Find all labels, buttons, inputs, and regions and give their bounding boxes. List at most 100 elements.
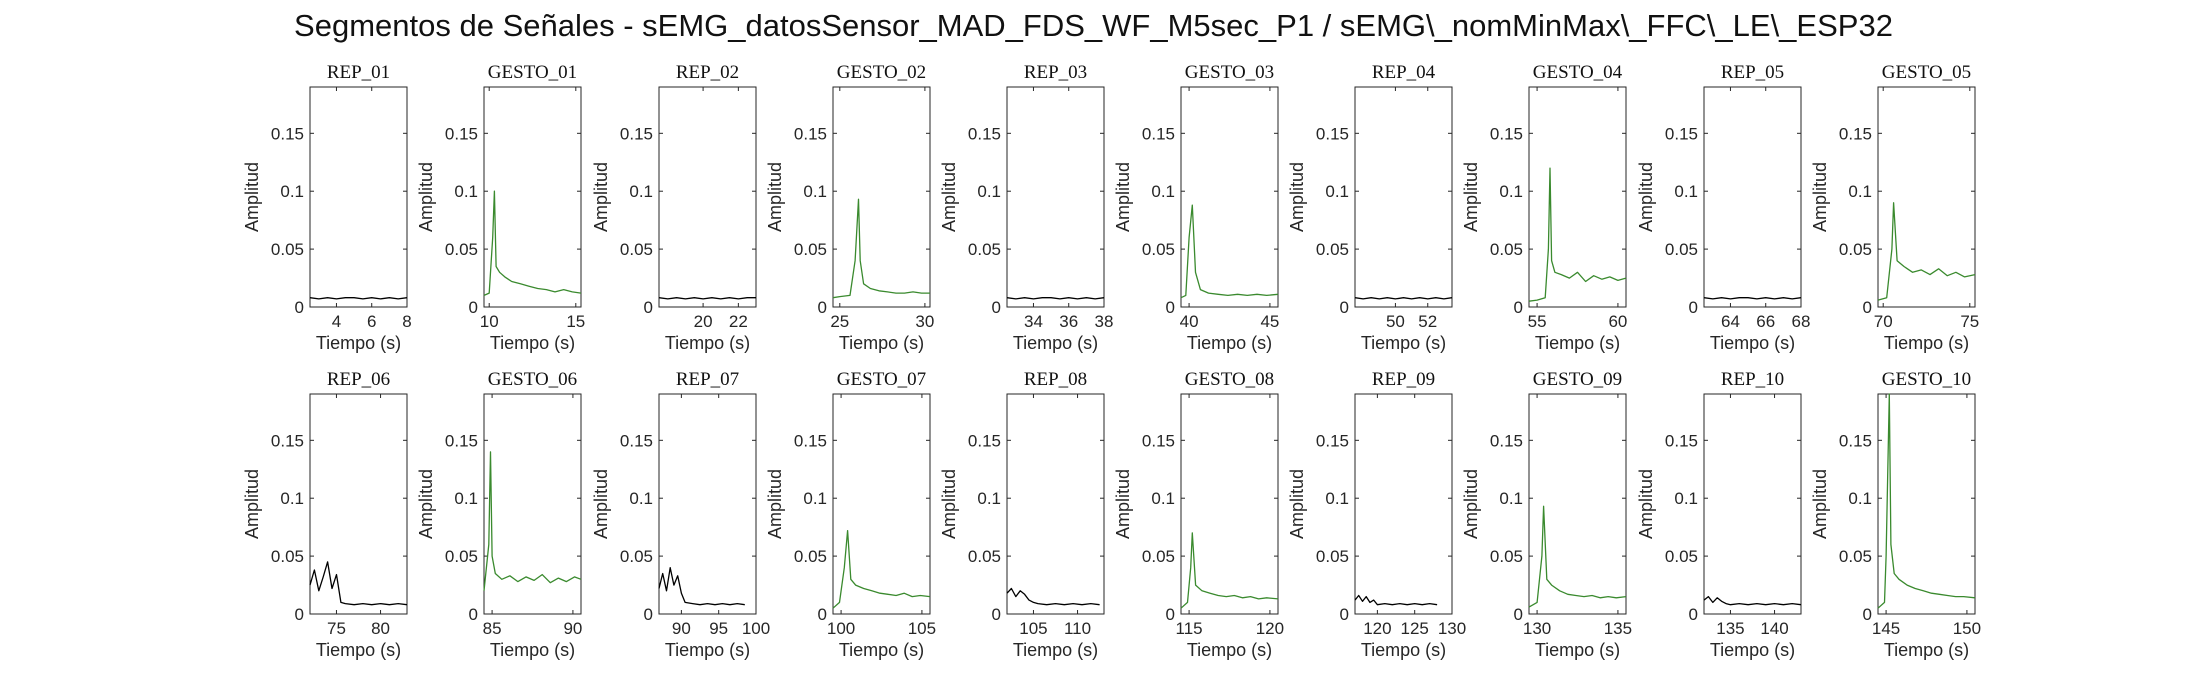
- subplot-title: GESTO_09: [1533, 369, 1622, 390]
- y-tick-label: 0.1: [454, 182, 478, 201]
- axes-box: [309, 86, 408, 308]
- y-tick-label: 0.15: [1142, 431, 1175, 450]
- y-tick-label: 0: [1166, 605, 1175, 624]
- y-tick-label: 0: [1689, 605, 1698, 624]
- y-tick-label: 0.1: [1325, 182, 1349, 201]
- subplot-gesto-10: GESTO_10 0 0.05 0.1 0.15 145 150 Tiempo (s) Ampl…: [1810, 369, 1981, 660]
- x-axis-label: Tiempo (s): [665, 640, 750, 660]
- y-tick-label: 0.05: [1316, 240, 1349, 259]
- y-tick-label: 0.05: [968, 240, 1001, 259]
- x-axis-label: Tiempo (s): [316, 640, 401, 660]
- subplot-rep-10: REP_10 0 0.05 0.1 0.15 135 140 Tiempo (s) Amplit…: [1636, 369, 1802, 660]
- y-tick-label: 0.05: [271, 547, 304, 566]
- x-tick-label: 90: [563, 619, 582, 638]
- y-tick-label: 0.05: [1142, 240, 1175, 259]
- axes-box: [832, 393, 931, 615]
- subplot-title: GESTO_05: [1882, 62, 1971, 83]
- y-tick-label: 0.05: [1490, 240, 1523, 259]
- y-tick-label: 0.1: [629, 182, 653, 201]
- subplot-title: REP_07: [676, 369, 739, 390]
- y-tick-label: 0: [1514, 605, 1523, 624]
- y-axis-label: Amplitud: [1113, 162, 1133, 232]
- series-line: [1180, 204, 1279, 299]
- series-line: [1006, 587, 1100, 606]
- axes-box: [1528, 86, 1627, 308]
- y-tick-label: 0.15: [271, 431, 304, 450]
- y-tick-label: 0.15: [271, 124, 304, 143]
- y-tick-label: 0.05: [1839, 547, 1872, 566]
- y-tick-label: 0.05: [1142, 547, 1175, 566]
- y-axis-label: Amplitud: [416, 469, 436, 539]
- y-tick-label: 0: [1514, 298, 1523, 317]
- subplot-rep-03: REP_03 0 0.05 0.1 0.15 34 36 38 Tiempo (s) Amplit…: [939, 62, 1113, 353]
- subplot-title: REP_01: [327, 62, 390, 83]
- y-tick-label: 0.1: [1674, 489, 1698, 508]
- x-tick-label: 105: [908, 619, 936, 638]
- y-axis-label: Amplitud: [765, 469, 785, 539]
- y-tick-label: 0.05: [271, 240, 304, 259]
- y-tick-label: 0: [644, 605, 653, 624]
- x-tick-label: 75: [327, 619, 346, 638]
- x-tick-label: 40: [1180, 312, 1199, 331]
- y-tick-label: 0: [818, 298, 827, 317]
- y-tick-label: 0: [295, 605, 304, 624]
- y-axis-label: Amplitud: [1810, 162, 1830, 232]
- y-tick-label: 0.1: [977, 489, 1001, 508]
- y-tick-label: 0.1: [1848, 489, 1872, 508]
- series-line: [1877, 202, 1976, 301]
- y-tick-label: 0.1: [803, 489, 827, 508]
- y-axis-label: Amplitud: [765, 162, 785, 232]
- x-tick-label: 95: [709, 619, 728, 638]
- axes-box: [1528, 393, 1627, 615]
- subplot-title: REP_10: [1721, 369, 1784, 390]
- x-tick-label: 125: [1401, 619, 1429, 638]
- axes-box: [658, 393, 757, 615]
- y-tick-label: 0.15: [968, 124, 1001, 143]
- y-axis-label: Amplitud: [1287, 162, 1307, 232]
- x-axis-label: Tiempo (s): [1884, 333, 1969, 353]
- x-axis-label: Tiempo (s): [490, 333, 575, 353]
- x-tick-label: 50: [1386, 312, 1405, 331]
- subplot-gesto-06: GESTO_06 0 0.05 0.1 0.15 85 90 Tiempo (s) Amplit…: [416, 369, 582, 660]
- y-tick-label: 0: [469, 605, 478, 624]
- y-tick-label: 0.15: [620, 431, 653, 450]
- subplot-title: REP_04: [1372, 62, 1436, 83]
- x-axis-label: Tiempo (s): [1361, 640, 1446, 660]
- x-tick-label: 30: [915, 312, 934, 331]
- x-tick-label: 70: [1874, 312, 1893, 331]
- series-line: [1528, 167, 1627, 302]
- y-tick-label: 0.1: [280, 489, 304, 508]
- y-tick-label: 0.05: [445, 547, 478, 566]
- y-tick-label: 0.1: [803, 182, 827, 201]
- y-tick-label: 0.15: [445, 431, 478, 450]
- axes-box: [1877, 393, 1976, 615]
- y-tick-label: 0.05: [1316, 547, 1349, 566]
- subplot-title: REP_02: [676, 62, 739, 83]
- subplot-gesto-03: GESTO_03 0 0.05 0.1 0.15 40 45 Tiempo (s) Amplit…: [1113, 62, 1279, 353]
- subplot-title: GESTO_06: [488, 369, 577, 390]
- axes-box: [1703, 86, 1802, 308]
- y-tick-label: 0.15: [1316, 124, 1349, 143]
- x-tick-label: 15: [566, 312, 585, 331]
- subplot-rep-07: REP_07 0 0.05 0.1 0.15 90 95 100 Tiempo (s) Ampli…: [591, 369, 770, 660]
- subplot-gesto-01: GESTO_01 0 0.05 0.1 0.15 10 15 Tiempo (s) Amplit…: [416, 62, 585, 353]
- y-tick-label: 0.05: [794, 547, 827, 566]
- series-line: [1354, 594, 1438, 606]
- series-line: [309, 561, 408, 606]
- y-tick-label: 0.15: [1316, 431, 1349, 450]
- y-tick-label: 0: [1340, 298, 1349, 317]
- subplot-title: GESTO_07: [837, 369, 926, 390]
- x-axis-label: Tiempo (s): [1013, 640, 1098, 660]
- y-tick-label: 0.15: [445, 124, 478, 143]
- y-tick-label: 0.15: [794, 124, 827, 143]
- subplot-rep-02: REP_02 0 0.05 0.1 0.15 20 22 Tiempo (s) Amplitud: [591, 62, 757, 353]
- series-line: [1703, 595, 1802, 606]
- y-tick-label: 0.15: [1839, 124, 1872, 143]
- subplot-title: GESTO_01: [488, 62, 577, 83]
- y-tick-label: 0.05: [968, 547, 1001, 566]
- y-axis-label: Amplitud: [242, 469, 262, 539]
- y-axis-label: Amplitud: [1636, 469, 1656, 539]
- x-tick-label: 140: [1760, 619, 1788, 638]
